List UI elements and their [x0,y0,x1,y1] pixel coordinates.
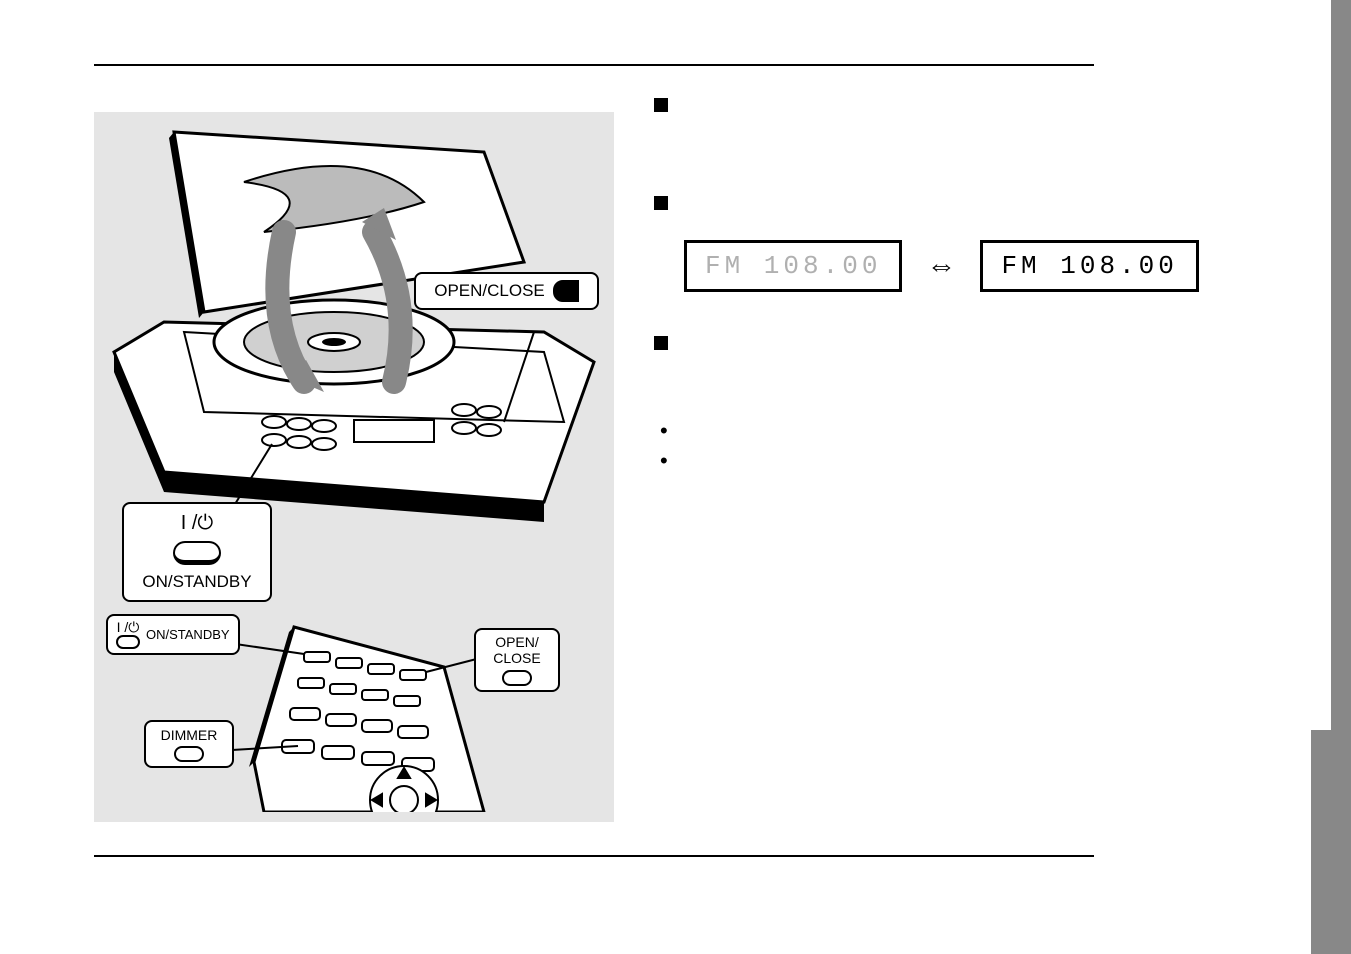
callout-on-standby-remote: I /⏻ ON/STANDBY [106,614,240,655]
section-2: FM 108.00 ⇔ FM 108.00 [654,192,1254,292]
lcd-dim-text: FM 108.00 [705,251,881,281]
dimmer-button-icon [174,746,204,762]
power-button-icon-remote [116,635,140,649]
section-1-body [654,94,1254,164]
callout-dimmer: DIMMER [144,720,234,768]
open-close-stacked-2: CLOSE [484,650,550,666]
section-2-body [654,192,1254,222]
lcd-display-bright: FM 108.00 [980,240,1198,292]
power-symbol-label-remote: I /⏻ [117,620,140,635]
bottom-rule [94,855,1094,857]
top-rule [94,64,1094,66]
bullet-item-1 [654,420,1254,440]
bullet-item-2 [654,450,1254,470]
on-standby-label: ON/STANDBY [134,571,260,594]
open-close-button-icon [553,280,579,302]
open-close-stacked-1: OPEN/ [484,634,550,650]
power-button-icon [173,541,221,565]
callout-open-close: OPEN/CLOSE [414,272,599,310]
on-standby-label-remote: ON/STANDBY [146,627,230,642]
dimmer-label: DIMMER [154,726,224,744]
section-mark-icon [654,196,668,210]
section-mark-icon [654,98,668,112]
open-close-label: OPEN/CLOSE [434,281,545,301]
section-3 [654,332,1254,392]
section-mark-icon [654,336,668,350]
lcd-display-dim: FM 108.00 [684,240,902,292]
power-symbol-label: I /⏻ [134,510,260,537]
callout-open-close-remote: OPEN/ CLOSE [474,628,560,692]
lcd-comparison-row: FM 108.00 ⇔ FM 108.00 [684,240,1254,292]
lcd-bright-text: FM 108.00 [1001,251,1177,281]
page-margin-tab-lower [1311,730,1351,954]
main-unit-illustration: OPEN/CLOSE I /⏻ ON/STANDBY [104,122,604,592]
illustration-panel: OPEN/CLOSE I /⏻ ON/STANDBY [94,112,614,822]
section-3-body [654,332,1254,392]
bullet-list [654,420,1254,470]
callout-on-standby-unit: I /⏻ ON/STANDBY [122,502,272,602]
page-root: OPEN/CLOSE I /⏻ ON/STANDBY [0,0,1351,954]
double-arrow-icon: ⇔ [926,249,956,283]
remote-illustration: I /⏻ ON/STANDBY DIMMER OPEN/ CLOSE [104,612,604,812]
text-column: FM 108.00 ⇔ FM 108.00 [654,94,1254,480]
section-1 [654,94,1254,164]
open-close-button-icon-remote [502,670,532,686]
